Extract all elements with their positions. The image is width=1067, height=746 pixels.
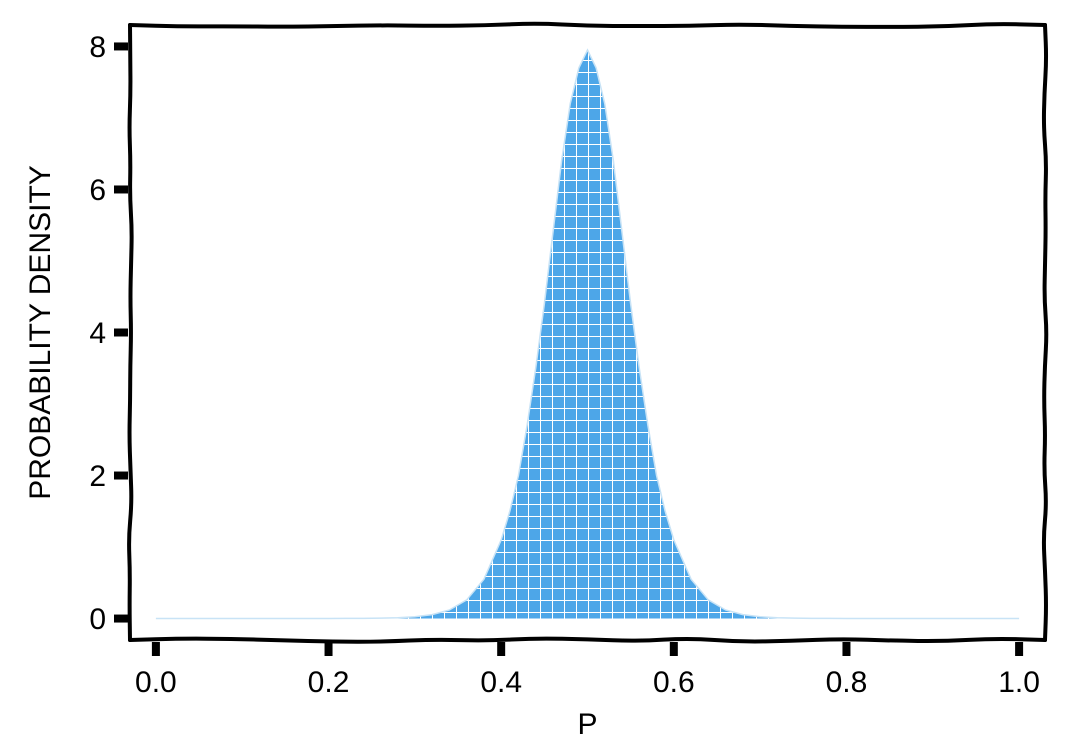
y-tick-label: 0 (89, 603, 106, 636)
x-tick-label: 0.0 (135, 666, 177, 699)
x-tick-label: 0.6 (653, 666, 695, 699)
density-chart: 0.0 0.2 0.4 0.6 0.8 1.0 0 2 4 6 8 P PROBABILITY DENS… (0, 0, 1067, 746)
x-tick-label: 0.4 (480, 666, 522, 699)
x-tick-label: 0.8 (826, 666, 868, 699)
y-tick-label: 4 (89, 317, 106, 350)
y-tick-label: 2 (89, 460, 106, 493)
y-tick-label: 8 (89, 31, 106, 64)
x-axis-label: P (577, 708, 597, 741)
x-tick-label: 1.0 (998, 666, 1040, 699)
y-axis-label: PROBABILITY DENSITY (24, 165, 57, 500)
y-tick-label: 6 (89, 174, 106, 207)
x-tick-label: 0.2 (308, 666, 350, 699)
